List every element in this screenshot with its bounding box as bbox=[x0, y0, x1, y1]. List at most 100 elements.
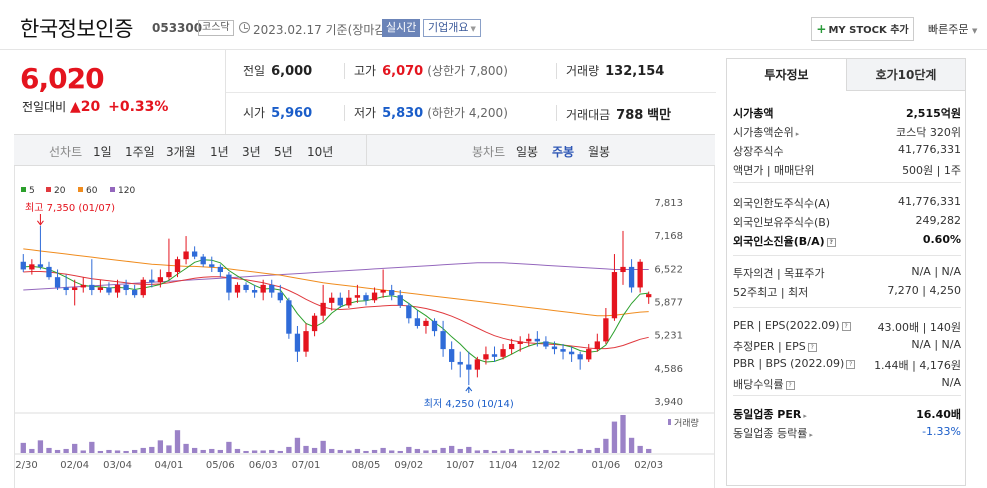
invest-value: 41,776,331 bbox=[898, 143, 961, 156]
volume-bar bbox=[500, 450, 506, 453]
volume-bar bbox=[106, 449, 112, 453]
candle-body bbox=[149, 279, 155, 283]
volume-bar bbox=[414, 448, 421, 453]
invest-row: 추정PER | EPS? N/A | N/A bbox=[733, 336, 961, 354]
change-value: 20 bbox=[80, 99, 101, 115]
invest-row: 외국인보유주식수(B) 249,282 bbox=[733, 212, 961, 230]
tab-3y[interactable]: 3년 bbox=[242, 145, 261, 159]
chevron-right-icon[interactable]: ▸ bbox=[809, 431, 813, 439]
x-tick-label: 02/04 bbox=[60, 460, 89, 471]
clock-icon bbox=[239, 22, 250, 33]
tab-5y[interactable]: 5년 bbox=[274, 145, 293, 159]
invest-label-text: 배당수익률 bbox=[733, 378, 784, 391]
invest-value: 41,776,331 bbox=[898, 195, 961, 208]
info-icon[interactable]: ? bbox=[841, 321, 851, 331]
y-tick-label: 6,522 bbox=[654, 264, 683, 275]
candle-body bbox=[157, 277, 164, 283]
invest-row: 외국인한도주식수(A) 41,776,331 bbox=[733, 193, 961, 211]
chevron-right-icon[interactable]: ▸ bbox=[803, 412, 807, 420]
volume-bar bbox=[534, 450, 540, 453]
tab-orderbook[interactable]: 호가10단계 bbox=[847, 59, 965, 91]
volume-bar bbox=[508, 448, 515, 453]
add-mystock-button[interactable]: + MY STOCK 추가 bbox=[811, 17, 914, 41]
candle-body bbox=[423, 320, 429, 326]
volume-bar bbox=[431, 449, 438, 453]
candle-body bbox=[311, 315, 318, 332]
volume-bar bbox=[251, 450, 258, 453]
invest-info-panel: 투자정보 호가10단계 시가총액 2,515억원 시가총액순위 ▸ 코스닥 320위 상장… bbox=[726, 58, 966, 486]
candle-body bbox=[54, 277, 61, 288]
invest-label-text: PBR | BPS (2022.09) bbox=[733, 357, 845, 370]
candle-body bbox=[500, 349, 506, 357]
candle-body bbox=[200, 256, 206, 265]
invest-label-text: 투자의견 | 목표주가 bbox=[733, 267, 825, 280]
summary-value: 788 bbox=[616, 108, 644, 123]
realtime-button[interactable]: 실시간 bbox=[382, 19, 421, 37]
candle-body bbox=[534, 338, 540, 342]
candle-body bbox=[594, 341, 600, 350]
x-tick-label: 12/02 bbox=[531, 460, 560, 471]
invest-label-text: 상장주식수 bbox=[733, 145, 784, 158]
volume-bar bbox=[80, 450, 86, 453]
price-summary-table: 전일 6,000 고가 6,070 (상한가 7,800) 거래량 132,154 시가… bbox=[225, 50, 716, 134]
invest-row: 동일업종 PER ▸ 16.40배 bbox=[733, 404, 961, 422]
summary-label: 거래량 bbox=[566, 64, 600, 78]
x-tick-label: 12/30 bbox=[15, 460, 38, 471]
invest-label-text: 시가총액 bbox=[733, 107, 774, 120]
invest-label: 배당수익률? bbox=[733, 376, 795, 392]
summary-prev: 전일 6,000 bbox=[243, 62, 312, 79]
tab-invest-info[interactable]: 투자정보 bbox=[727, 59, 847, 91]
legend-swatch bbox=[46, 187, 51, 192]
candle-body bbox=[46, 266, 52, 278]
tab-monthly[interactable]: 월봉 bbox=[588, 145, 611, 159]
tab-10y[interactable]: 10년 bbox=[307, 145, 334, 159]
candle-body bbox=[320, 302, 326, 316]
tab-1d[interactable]: 1일 bbox=[93, 145, 112, 159]
y-tick-label: 5,877 bbox=[654, 298, 683, 309]
plus-icon: + bbox=[816, 22, 827, 36]
info-icon[interactable]: ? bbox=[807, 342, 817, 352]
info-icon[interactable]: ? bbox=[785, 380, 795, 390]
summary-sub: (상한가 7,800) bbox=[427, 64, 508, 78]
y-tick-label: 7,168 bbox=[654, 231, 683, 242]
info-icon[interactable]: ? bbox=[826, 237, 836, 247]
summary-label: 전일 bbox=[243, 64, 266, 78]
volume-bar bbox=[389, 450, 395, 453]
tab-3m[interactable]: 3개월 bbox=[166, 145, 196, 159]
corp-info-dropdown[interactable]: 기업개요 ▼ bbox=[423, 19, 481, 37]
chevron-down-icon: ▼ bbox=[470, 25, 476, 33]
candle-body bbox=[132, 290, 138, 296]
volume-bar bbox=[269, 449, 275, 453]
invest-value: 43.00배 | 140원 bbox=[877, 321, 961, 334]
volume-bar bbox=[63, 448, 69, 453]
candle-body bbox=[123, 284, 129, 291]
volume-bar bbox=[491, 450, 498, 453]
tab-1y[interactable]: 1년 bbox=[210, 145, 229, 159]
info-icon[interactable]: ? bbox=[846, 359, 856, 369]
legend-label: 20 bbox=[54, 186, 66, 196]
candle-body bbox=[483, 354, 489, 360]
candle-body bbox=[517, 341, 523, 344]
volume-bar bbox=[72, 443, 78, 453]
line-chart-label: 선차트 bbox=[49, 145, 83, 159]
invest-row: 배당수익률? N/A bbox=[733, 374, 961, 392]
candle-body bbox=[389, 290, 395, 296]
tab-weekly[interactable]: 주봉 bbox=[552, 145, 575, 159]
y-tick-label: 3,940 bbox=[654, 397, 683, 408]
divider bbox=[366, 135, 367, 165]
candle-chart-label: 봉차트 bbox=[472, 145, 506, 159]
quick-order-button[interactable]: 빠른주문 ▼ bbox=[928, 21, 977, 37]
candle-body bbox=[191, 251, 198, 257]
volume-bar bbox=[329, 448, 335, 453]
volume-bar bbox=[286, 446, 292, 453]
volume-bar bbox=[526, 450, 532, 453]
x-tick-label: 11/04 bbox=[489, 460, 518, 471]
chevron-right-icon[interactable]: ▸ bbox=[795, 130, 800, 138]
tab-daily[interactable]: 일봉 bbox=[516, 145, 539, 159]
volume-bar bbox=[226, 441, 232, 453]
candlestick-chart[interactable]: 7,813 7,168 6,522 5,877 5,231 4,586 3,940 5 20 60… bbox=[15, 166, 714, 488]
volume-bar bbox=[406, 446, 412, 453]
invest-label-text: 외국인소진율(B/A) bbox=[733, 235, 825, 248]
tab-1w[interactable]: 1주일 bbox=[125, 145, 155, 159]
summary-low: 저가 5,830 (하한가 4,200) bbox=[354, 104, 508, 121]
